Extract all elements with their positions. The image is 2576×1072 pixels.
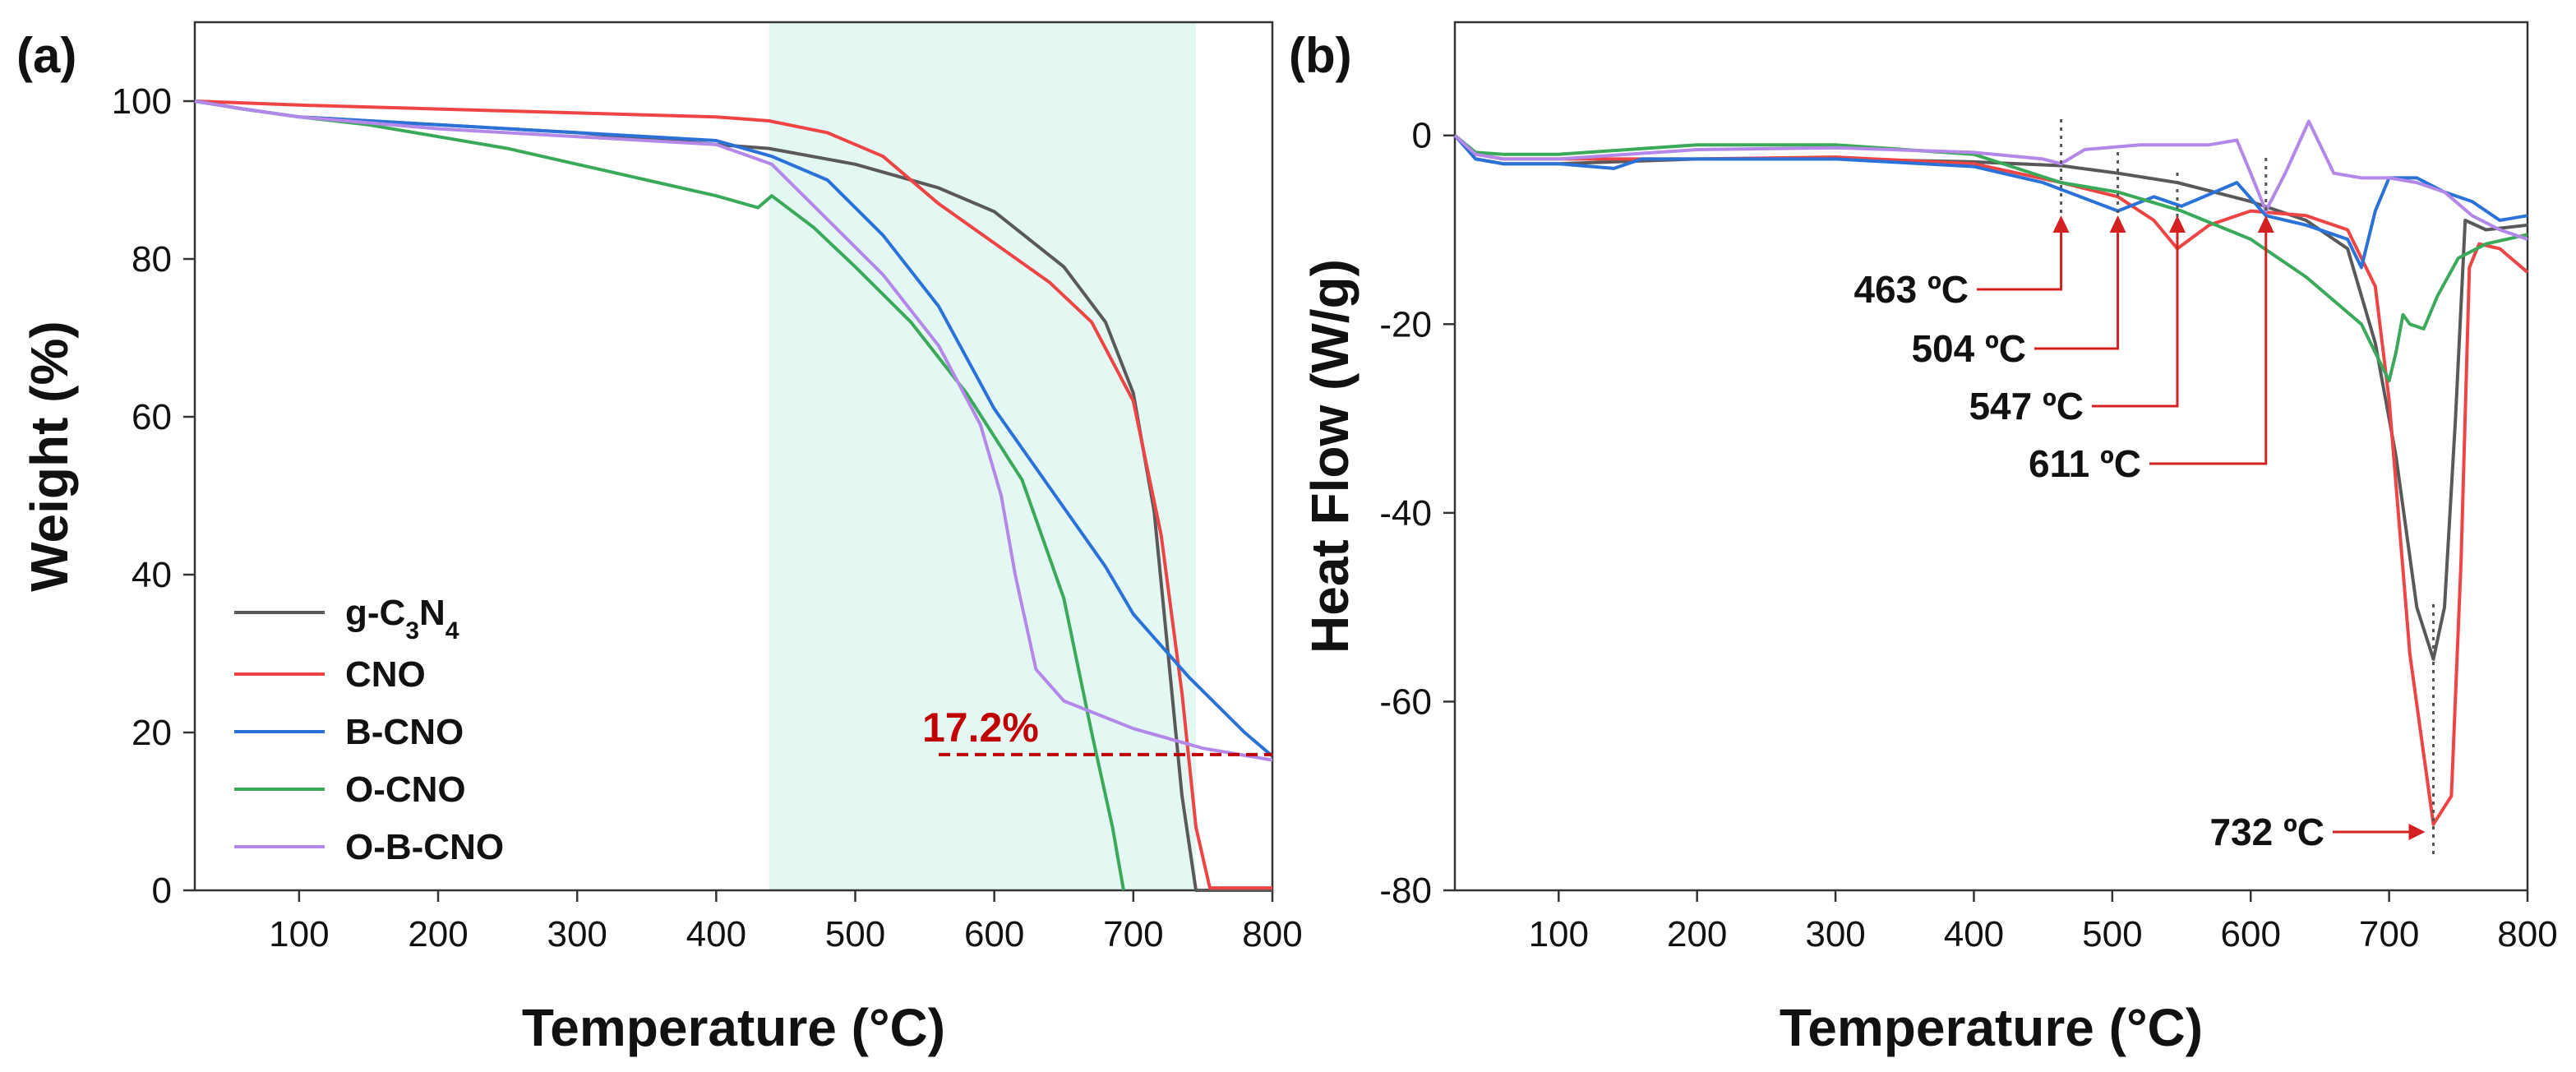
legend-label: O-CNO — [345, 769, 466, 810]
series-line-g-c3n4 — [1453, 134, 2528, 661]
legend-label-part: g-C — [345, 593, 405, 633]
x-tick-label: 400 — [1944, 914, 2004, 954]
legend-label-part: N — [419, 593, 445, 633]
y-axis-title: Weight (%) — [20, 321, 79, 591]
temperature-annotation: 504 ºC — [1911, 327, 2026, 370]
x-tick-label: 800 — [2497, 914, 2557, 954]
x-tick-label: 400 — [686, 914, 746, 954]
legend-label-part: 4 — [445, 617, 459, 645]
y-tick-label: 0 — [152, 871, 172, 911]
y-tick-label: -80 — [1379, 871, 1432, 911]
annotation-arrowhead — [2052, 215, 2070, 233]
annotation-arrowhead — [2408, 824, 2426, 840]
panel-label: (a) — [16, 28, 76, 83]
x-tick-label: 200 — [408, 914, 468, 954]
annotation-arrow-shaft — [2149, 233, 2268, 465]
series-line-o-b-cno — [194, 99, 1273, 762]
x-tick-label: 700 — [1103, 914, 1163, 954]
annotation-arrow-shaft — [2034, 233, 2120, 350]
x-tick-label: 200 — [1667, 914, 1727, 954]
temperature-annotation: 611 ºC — [2029, 442, 2141, 485]
x-tick-label: 600 — [964, 914, 1024, 954]
series-line-b-cno — [1453, 134, 2528, 270]
y-tick-label: 60 — [132, 397, 172, 437]
highlight-region — [769, 22, 1196, 890]
legend-label: g-C3N4 — [345, 593, 459, 645]
series-line-cno — [1453, 134, 2529, 826]
x-tick-label: 800 — [1242, 914, 1302, 954]
residual-annotation: 17.2% — [922, 705, 1039, 751]
y-tick-label: 40 — [132, 555, 172, 595]
series-line-o-cno — [194, 99, 1125, 891]
annotation-arrow-shaft — [1977, 233, 2063, 291]
x-axis-title: Temperature (°C) — [522, 998, 945, 1057]
x-tick-label: 100 — [269, 914, 329, 954]
annotation-arrowhead — [2168, 215, 2186, 233]
y-tick-label: -40 — [1379, 493, 1432, 534]
x-tick-label: 500 — [2082, 914, 2142, 954]
y-tick-label: -60 — [1379, 682, 1432, 722]
x-tick-label: 100 — [1529, 914, 1589, 954]
annotation-arrow-shaft — [2092, 233, 2179, 408]
series-line-o-b-cno — [1453, 119, 2528, 241]
x-axis-title: Temperature (°C) — [1780, 998, 2203, 1057]
panel-a-weight-chart: 100 200 300 400 500 600 700 800 0 20 40 60 80 100 Temp… — [16, 21, 1303, 1057]
y-tick-label: 0 — [1412, 116, 1432, 156]
temperature-annotation: 732 ºC — [2209, 811, 2324, 853]
x-tick-label: 600 — [2221, 914, 2281, 954]
axes-frame — [1453, 21, 2529, 892]
annotation-arrowhead — [2109, 215, 2126, 233]
legend-label-part: 3 — [405, 617, 419, 645]
x-tick-label: 300 — [1805, 914, 1865, 954]
x-tick-label: 500 — [825, 914, 885, 954]
y-tick-label: 20 — [132, 713, 172, 753]
x-tick-label: 300 — [547, 914, 607, 954]
y-tick-label: 80 — [132, 239, 172, 280]
y-tick-label: -20 — [1379, 304, 1432, 344]
temperature-annotation: 463 ºC — [1854, 268, 1969, 311]
panel-b-heat-flow-chart: 100 200 300 400 500 600 700 800 0 -20 -40 -60 -80 Tem… — [1289, 21, 2558, 1057]
series-line-b-cno — [194, 99, 1274, 758]
annotation-arrowhead — [2257, 215, 2274, 233]
legend-label: B-CNO — [345, 712, 464, 752]
legend-label: O-B-CNO — [345, 827, 504, 867]
x-tick-label: 700 — [2359, 914, 2419, 954]
panel-label: (b) — [1289, 28, 1352, 83]
temperature-annotation: 547 ºC — [1969, 385, 2084, 427]
series-line-o-cno — [1453, 134, 2528, 383]
series-line-cno — [194, 99, 1272, 890]
y-tick-label: 100 — [112, 81, 172, 122]
legend-label: CNO — [345, 654, 426, 695]
y-axis-title: Heat Flow (W/g) — [1300, 259, 1360, 654]
axes-frame — [193, 21, 1274, 892]
